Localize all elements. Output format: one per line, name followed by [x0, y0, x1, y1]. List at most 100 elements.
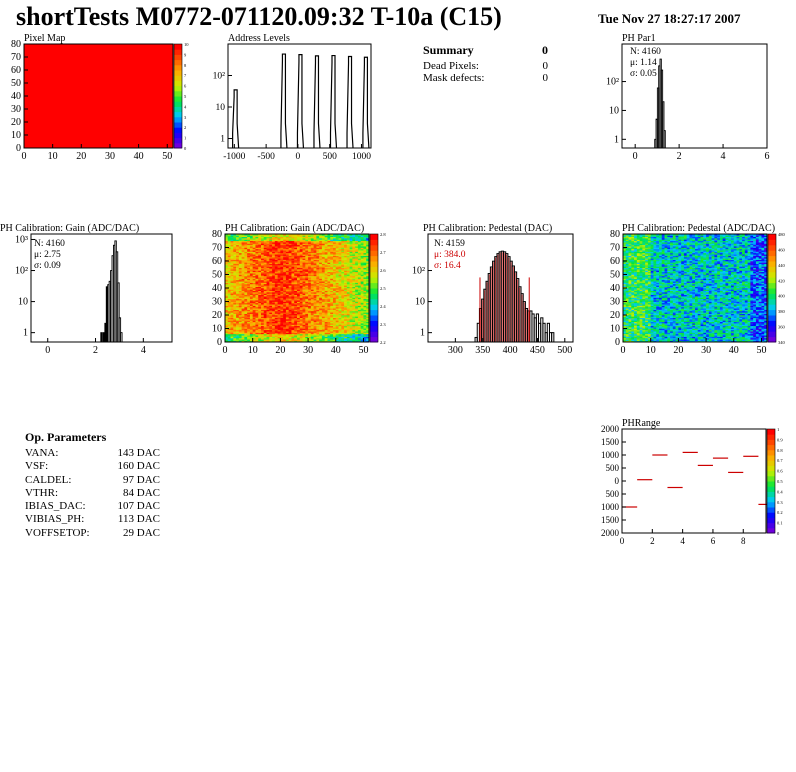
heatmap-cell [225, 302, 229, 305]
heatmap-cell [291, 267, 295, 270]
heatmap-cell [363, 336, 367, 339]
heatmap-cell [346, 305, 350, 308]
heatmap-cell [308, 278, 312, 281]
heatmap-cell [338, 271, 342, 274]
heatmap-cell [255, 296, 259, 298]
heatmap-cell [305, 316, 309, 318]
heatmap-cell [366, 283, 370, 286]
heatmap-cell [310, 254, 314, 256]
heatmap-cell [285, 312, 289, 314]
heatmap-cell [330, 279, 334, 282]
heatmap-cell [255, 254, 259, 256]
heatmap-cell [625, 275, 629, 278]
heatmap-cell [628, 258, 632, 260]
heatmap-cell [283, 261, 287, 263]
heatmap-cell [355, 302, 359, 305]
heatmap-cell [283, 265, 287, 267]
heatmap-cell [297, 300, 301, 302]
heatmap-cell [233, 242, 237, 244]
heatmap-cell [238, 298, 242, 301]
heatmap-cell [330, 243, 334, 246]
heatmap-cell [244, 288, 248, 290]
heatmap-cell [360, 265, 364, 267]
heatmap-cell [227, 302, 231, 305]
heatmap-cell [230, 236, 234, 239]
heatmap-cell [305, 236, 309, 239]
y-tick-label: 30 [11, 104, 21, 115]
heatmap-cell [294, 251, 298, 254]
heatmap-cell [291, 281, 295, 283]
heatmap-cell [316, 238, 320, 240]
heatmap-cell [341, 325, 345, 328]
heatmap-cell [255, 331, 259, 333]
heatmap-cell [634, 302, 638, 305]
heatmap-cell [285, 317, 289, 320]
heatmap-cell [288, 266, 292, 269]
heatmap-cell [280, 306, 284, 309]
heatmap-cell [241, 319, 245, 321]
heatmap-cell [321, 312, 325, 314]
heatmap-cell [238, 329, 242, 332]
heatmap-cell [236, 250, 240, 252]
heatmap-cell [313, 310, 317, 313]
heatmap-cell [305, 302, 309, 305]
heatmap-cell [327, 339, 331, 341]
heatmap-cell [366, 317, 370, 320]
heatmap-cell [280, 290, 284, 293]
heatmap-cell [327, 340, 331, 343]
heatmap-cell [233, 282, 237, 285]
heatmap-cell [308, 286, 312, 289]
heatmap-cell [302, 319, 306, 321]
heatmap-cell [330, 262, 334, 264]
heatmap-cell [636, 270, 640, 273]
heatmap-cell [316, 324, 320, 327]
heatmap-cell [623, 269, 627, 271]
heatmap-cell [628, 325, 632, 328]
heatmap-cell [297, 308, 301, 310]
heatmap-cell [319, 269, 323, 271]
plot-frame [621, 43, 768, 149]
heatmap-cell [346, 274, 350, 277]
heatmap-cell [636, 339, 640, 341]
heatmap-cell [330, 300, 334, 302]
heatmap-cell [634, 321, 638, 324]
heatmap-cell [297, 327, 301, 329]
heatmap-cell [628, 333, 632, 336]
heatmap-cell [252, 277, 256, 279]
heatmap-cell [252, 308, 256, 310]
heatmap-cell [310, 306, 314, 309]
heatmap-cell [283, 290, 287, 293]
heatmap-cell [291, 271, 295, 274]
heatmap-cell [341, 244, 345, 247]
heatmap-cell [283, 239, 287, 242]
heatmap-cell [310, 274, 314, 277]
heatmap-cell [338, 251, 342, 254]
heatmap-cell [247, 250, 251, 252]
heatmap-cell [346, 339, 350, 341]
heatmap-cell [255, 265, 259, 267]
heatmap-cell [299, 317, 303, 320]
heatmap-cell [266, 282, 270, 285]
heatmap-cell [349, 238, 353, 240]
heatmap-cell [310, 289, 314, 291]
heatmap-cell [628, 297, 632, 300]
heatmap-cell [324, 315, 328, 317]
heatmap-cell [636, 248, 640, 251]
heatmap-cell [230, 332, 234, 335]
heatmap-cell [628, 250, 632, 252]
heatmap-cell [333, 317, 337, 320]
heatmap-cell [263, 242, 267, 244]
heatmap-cell [313, 234, 317, 236]
y-tick-label: 20 [212, 310, 222, 321]
heatmap-cell [285, 250, 289, 252]
heatmap-cell [631, 308, 635, 310]
heatmap-cell [352, 293, 356, 296]
heatmap-cell [294, 283, 298, 286]
heatmap-cell [327, 263, 331, 266]
heatmap-cell [335, 285, 339, 287]
heatmap-cell [316, 331, 320, 333]
heatmap-cell [363, 263, 367, 266]
heatmap-cell [313, 293, 317, 296]
heatmap-cell [341, 262, 345, 264]
heatmap-cell [277, 236, 281, 239]
